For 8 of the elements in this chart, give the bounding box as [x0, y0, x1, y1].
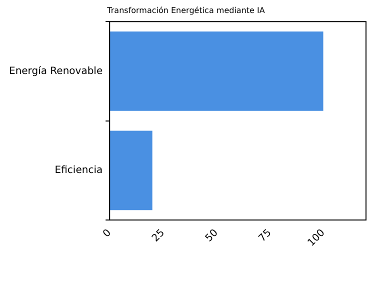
y-tick-label: Eficiencia: [54, 165, 103, 176]
x-tick-label: 100: [306, 227, 328, 249]
x-tick-label: 50: [204, 227, 220, 244]
x-tick-label: 25: [150, 227, 167, 244]
chart-title: Transformación Energética mediante IA: [106, 6, 266, 15]
x-tick-label: 75: [257, 227, 274, 244]
y-tick-label: Energía Renovable: [9, 66, 103, 77]
x-tick-label: 0: [101, 227, 114, 240]
